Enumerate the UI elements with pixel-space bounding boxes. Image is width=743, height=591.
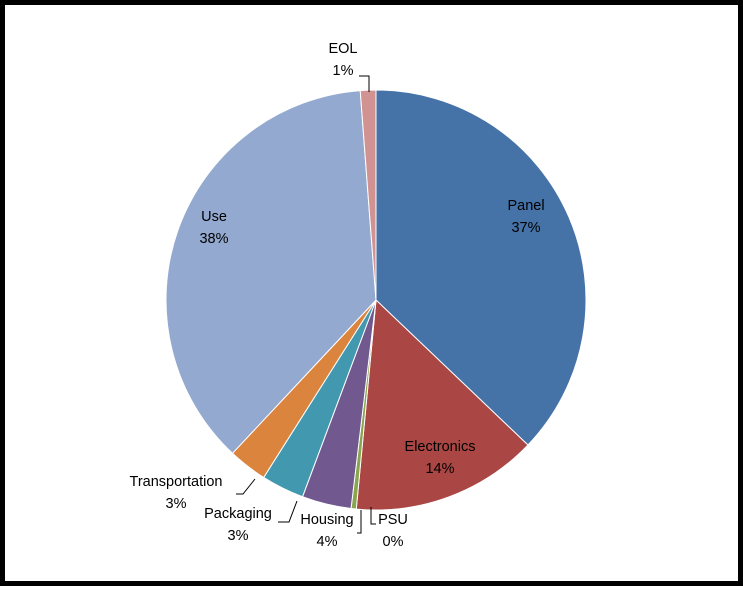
slice-percent-eol: 1% [333, 63, 354, 79]
slice-labels: Panel 37% Electronics 14% PSU 0% Housing 4% Pack… [130, 41, 545, 550]
pie-slice-electronics [355, 298, 529, 511]
slice-percent-psu: 0% [383, 534, 404, 550]
slice-percent-housing: 4% [317, 534, 338, 550]
slice-percent-use: 38% [199, 231, 228, 247]
slice-label-use: Use [201, 209, 227, 225]
slice-label-panel: Panel [507, 198, 544, 214]
slice-percent-packaging: 3% [228, 528, 249, 544]
pie-slice-panel [375, 89, 587, 446]
pie-slices [165, 89, 587, 511]
slice-label-packaging: Packaging [204, 506, 272, 522]
leader-line-eol [359, 75, 370, 92]
leader-line-transportation [236, 478, 256, 495]
pie-slice-eol [359, 89, 377, 301]
leader-line-packaging [278, 500, 298, 523]
slice-label-eol: EOL [328, 41, 357, 57]
leader-lines [236, 75, 376, 534]
slice-percent-electronics: 14% [425, 461, 454, 477]
slice-percent-panel: 37% [511, 220, 540, 236]
pie-chart: Panel 37% Electronics 14% PSU 0% Housing 4% Pack… [130, 41, 587, 550]
leader-line-psu [370, 507, 376, 525]
slice-label-housing: Housing [300, 512, 353, 528]
slice-label-electronics: Electronics [405, 439, 476, 455]
slice-label-transportation: Transportation [130, 474, 223, 490]
leader-line-housing [357, 510, 362, 534]
slice-percent-transportation: 3% [166, 496, 187, 512]
pie-slice-use [165, 90, 377, 455]
slice-label-psu: PSU [378, 512, 408, 528]
